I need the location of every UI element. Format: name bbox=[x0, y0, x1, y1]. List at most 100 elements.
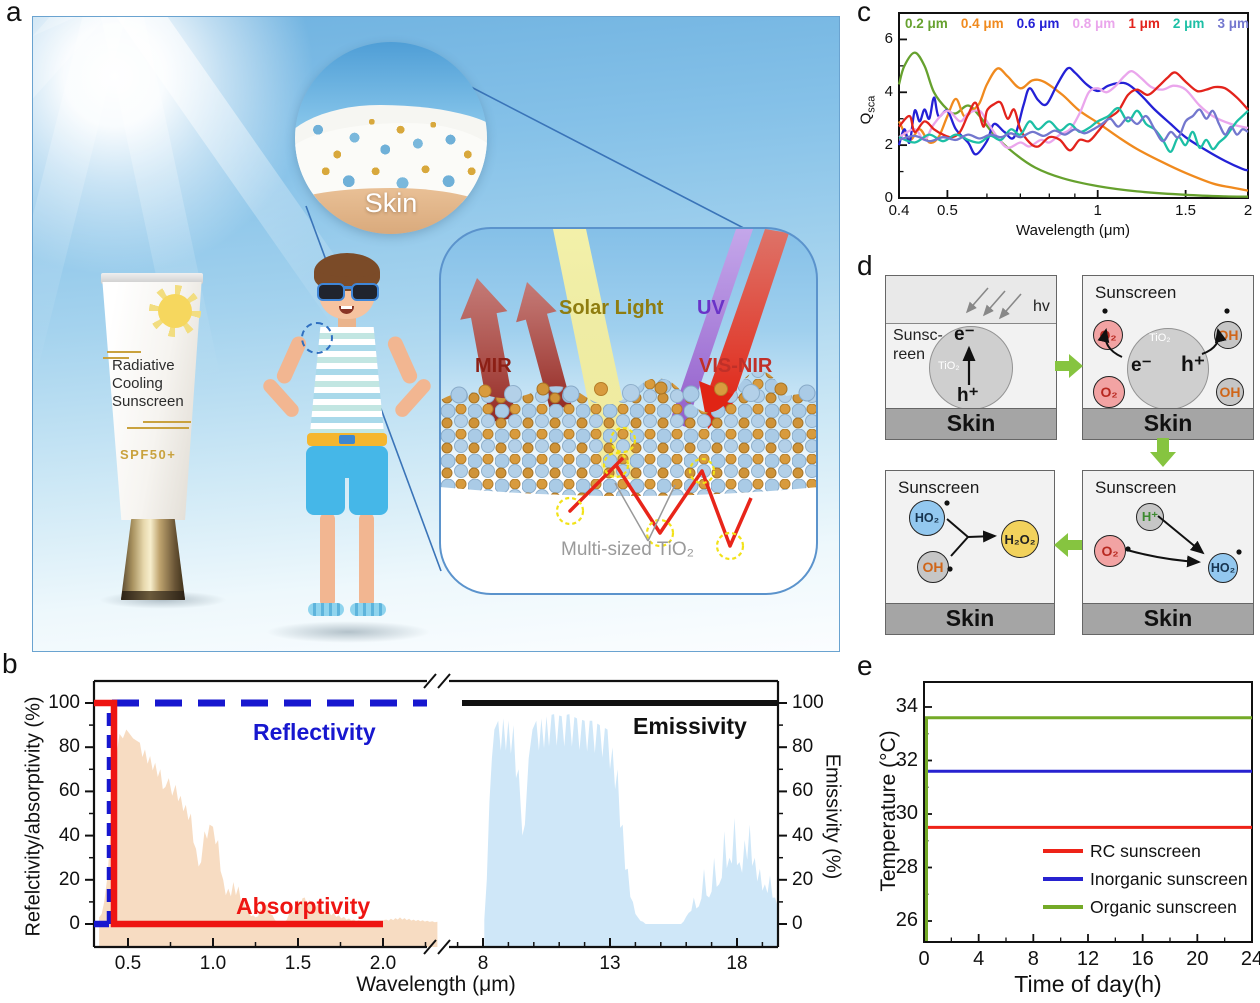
tick-label: 28 bbox=[895, 855, 918, 878]
sunscreen-label: Sunsc- reen bbox=[893, 327, 943, 363]
tick-label: 2 bbox=[1243, 202, 1253, 219]
temperature-chart-canvas bbox=[923, 681, 1253, 943]
legend-item: 2 μm bbox=[1172, 16, 1205, 31]
legend-item: RC sunscreen bbox=[1043, 837, 1248, 865]
panel-e-label: e bbox=[857, 650, 873, 681]
panel-c-qsca-chart: Qsca Wavelength (μm) 0.2 μm 0.4 μm 0.6 μm 0… bbox=[855, 0, 1260, 250]
tick-label: 8 bbox=[477, 953, 489, 974]
tick-label: 20 bbox=[58, 868, 80, 890]
tick-label: 20 bbox=[792, 868, 814, 890]
hydroxyl-radical: OH bbox=[917, 551, 949, 583]
person-leg bbox=[359, 513, 374, 607]
hv-label: hv bbox=[1033, 298, 1050, 315]
skin-bar: Skin bbox=[886, 408, 1056, 439]
tick-label: 8 bbox=[1027, 948, 1039, 970]
person-arm bbox=[385, 334, 420, 386]
tick-label: 18 bbox=[726, 953, 748, 974]
hydrogen-peroxide: H₂O₂ bbox=[1001, 520, 1039, 558]
superoxide-radical: O₂ bbox=[1094, 535, 1126, 567]
tick-label: 1.5 bbox=[284, 953, 312, 974]
sunscreen-tube: Radiative Cooling Sunscreen SPF50+ bbox=[91, 269, 241, 619]
reflectivity-label: Reflectivity bbox=[253, 719, 376, 745]
tube-cap-rim bbox=[121, 591, 185, 600]
qsca-curve bbox=[897, 51, 1249, 198]
person-neck bbox=[338, 317, 356, 329]
flip-flop bbox=[350, 603, 386, 616]
tick-label: 0 bbox=[884, 189, 893, 206]
tick-label: 100 bbox=[792, 692, 824, 713]
panel-d-label: d bbox=[857, 250, 873, 281]
panel-c-legend: 0.2 μm 0.4 μm 0.6 μm 0.8 μm 1 μm 2 μm 3 μm bbox=[905, 16, 1249, 31]
tick-label: 32 bbox=[895, 748, 918, 771]
tick-label: 1 bbox=[1093, 202, 1102, 219]
legend-item: 0.2 μm bbox=[905, 16, 948, 31]
diagram-box-ho2: Sunscreen H⁺ O₂ HO₂ Skin bbox=[1082, 470, 1254, 635]
panel-a-label: a bbox=[6, 0, 22, 27]
qsca-curve bbox=[897, 67, 1249, 192]
tube-cap bbox=[121, 519, 185, 599]
legend-swatch bbox=[1043, 877, 1083, 881]
tick-label: 16 bbox=[1131, 948, 1154, 970]
panel-e-legend: RC sunscreen Inorganic sunscreen Organic s… bbox=[1043, 837, 1248, 921]
vis-nir-label: VIS-NIR bbox=[699, 355, 773, 377]
panel-c-label: c bbox=[857, 0, 871, 27]
legend-item: Inorganic sunscreen bbox=[1043, 865, 1248, 893]
belt bbox=[307, 433, 387, 446]
solar-spectrum bbox=[99, 729, 438, 947]
qsca-curve bbox=[898, 69, 1249, 149]
tick-label: 0 bbox=[69, 913, 80, 934]
person-arm bbox=[392, 376, 434, 420]
gold-accent-line bbox=[103, 357, 129, 359]
gold-accent-line bbox=[107, 351, 141, 353]
panel-e-xlabel: Time of day(h) bbox=[1014, 971, 1162, 997]
tube-spf-text: SPF50+ bbox=[120, 447, 177, 462]
tick-label: 26 bbox=[895, 909, 918, 931]
legend-label: Inorganic sunscreen bbox=[1090, 868, 1248, 889]
qsca-curve bbox=[898, 106, 1249, 153]
electron-label: e⁻ bbox=[1131, 355, 1152, 376]
sunscreen-title: Sunscreen bbox=[898, 478, 980, 497]
tick-label: 2.0 bbox=[369, 953, 397, 974]
gold-accent-line bbox=[127, 427, 189, 429]
multi-sized-tio2-label: Multi-sized TiO₂ bbox=[561, 539, 695, 560]
tick-label: 1.5 bbox=[1175, 202, 1197, 219]
qsca-curve bbox=[897, 66, 1249, 172]
skin-bar: Skin bbox=[886, 603, 1054, 634]
diagram-box-radicals: Sunscreen TiO₂ e⁻ h⁺ O₂ O₂ OH OH Skin bbox=[1082, 275, 1254, 440]
skin-layer bbox=[295, 187, 487, 234]
person-shadow bbox=[266, 621, 431, 643]
tick-label: 60 bbox=[58, 780, 80, 802]
air-layer bbox=[886, 276, 1056, 324]
spectrum-chart-canvas bbox=[85, 673, 787, 955]
legend-item: 3 μm bbox=[1217, 16, 1249, 31]
optics-schematic-graphics bbox=[441, 229, 816, 561]
superoxide-radical: O₂ bbox=[1093, 376, 1125, 408]
tick-label: 24 bbox=[1240, 948, 1260, 970]
legend-label: Organic sunscreen bbox=[1090, 896, 1237, 917]
legend-item: 0.6 μm bbox=[1016, 16, 1060, 31]
tick-label: 0.4 bbox=[888, 202, 910, 219]
panel-b-label: b bbox=[2, 648, 18, 679]
skin-bar: Skin bbox=[1083, 408, 1253, 439]
tick-label: 100 bbox=[48, 692, 80, 713]
qsca-curve bbox=[898, 108, 1249, 143]
tick-label: 6 bbox=[884, 30, 893, 48]
skin-bar: Skin bbox=[1083, 603, 1253, 634]
panel-c-xlabel: Wavelength (μm) bbox=[1016, 222, 1130, 239]
flip-flop bbox=[308, 603, 344, 616]
hydroxyl-radical: OH bbox=[1216, 378, 1244, 406]
qsca-chart-canvas bbox=[897, 12, 1249, 199]
absorptivity-line bbox=[94, 699, 383, 928]
tick-label: 0 bbox=[792, 913, 803, 934]
atmospheric-window bbox=[484, 714, 778, 947]
tick-label: 20 bbox=[1186, 948, 1209, 970]
hydroxyl-radical: OH bbox=[1214, 321, 1242, 349]
legend-item: 0.8 μm bbox=[1072, 16, 1116, 31]
legend-item: Organic sunscreen bbox=[1043, 893, 1248, 921]
tick-label: 1.0 bbox=[199, 953, 227, 974]
tick-label: 80 bbox=[58, 736, 80, 758]
sunscreen-title: Sunscreen bbox=[1095, 478, 1177, 497]
shorts bbox=[349, 463, 388, 515]
arm-zoom-dashed-circle bbox=[301, 322, 333, 354]
